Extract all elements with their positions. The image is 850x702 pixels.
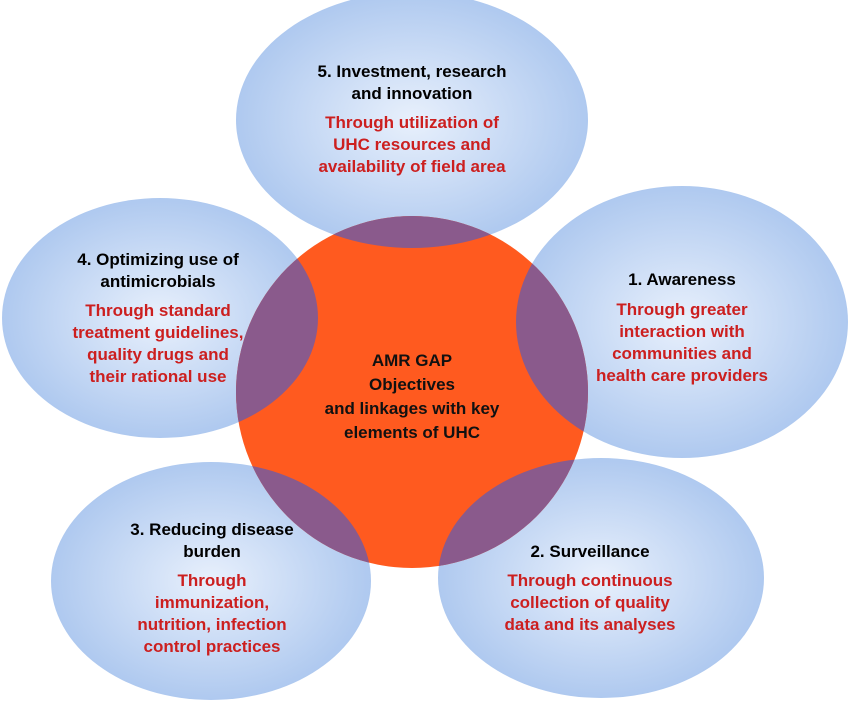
node-title: 1. Awareness — [628, 270, 736, 289]
node-detail: Through utilization of — [325, 113, 499, 132]
node-title: 2. Surveillance — [530, 542, 649, 561]
node-detail: UHC resources and — [333, 135, 491, 154]
node-detail: health care providers — [596, 366, 768, 385]
node-optimizing: 4. Optimizing use of antimicrobials Thro… — [73, 250, 244, 386]
node-detail: Through standard — [85, 301, 230, 320]
node-title: 5. Investment, research — [318, 62, 507, 81]
node-detail: Through greater — [616, 300, 748, 319]
center-label: AMR GAP Objectives and linkages with key… — [325, 351, 500, 442]
node-awareness: 1. Awareness Through greater interaction… — [596, 270, 768, 385]
center-line: AMR GAP — [372, 351, 452, 370]
node-title: 3. Reducing disease — [130, 520, 293, 539]
node-title: and innovation — [352, 84, 473, 103]
node-detail: data and its analyses — [504, 615, 675, 634]
node-detail: treatment guidelines, — [73, 323, 244, 342]
node-detail: nutrition, infection — [137, 615, 286, 634]
node-detail: availability of field area — [318, 157, 506, 176]
node-detail: control practices — [144, 637, 281, 656]
node-investment: 5. Investment, research and innovation T… — [318, 62, 507, 176]
node-detail: interaction with — [619, 322, 745, 341]
node-detail: Through continuous — [507, 571, 672, 590]
node-detail: their rational use — [90, 367, 227, 386]
center-line: elements of UHC — [344, 423, 480, 442]
center-line: and linkages with key — [325, 399, 500, 418]
center-line: Objectives — [369, 375, 455, 394]
node-detail: Through — [178, 571, 247, 590]
node-detail: collection of quality — [510, 593, 670, 612]
node-title: burden — [183, 542, 241, 561]
node-detail: communities and — [612, 344, 752, 363]
node-surveillance: 2. Surveillance Through continuous colle… — [504, 542, 675, 634]
node-title: antimicrobials — [100, 272, 215, 291]
node-reducing: 3. Reducing disease burden Through immun… — [130, 520, 293, 656]
node-detail: quality drugs and — [87, 345, 229, 364]
center-circle — [236, 216, 588, 568]
node-detail: immunization, — [155, 593, 269, 612]
node-title: 4. Optimizing use of — [77, 250, 239, 269]
